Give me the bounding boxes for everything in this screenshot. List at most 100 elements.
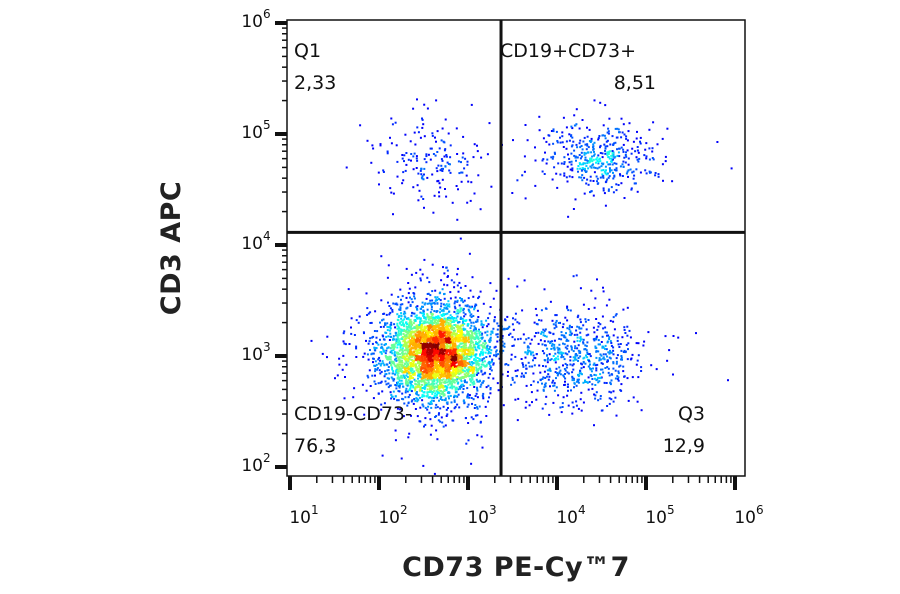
event-dot	[611, 152, 614, 155]
event-dot	[617, 379, 620, 382]
event-dot	[475, 371, 478, 374]
event-dot	[413, 364, 416, 367]
event-dot	[448, 303, 451, 306]
event-dot	[371, 342, 374, 345]
event-dot	[463, 322, 466, 325]
event-dot	[482, 346, 485, 349]
event-dot	[418, 396, 421, 399]
event-dot	[551, 157, 554, 160]
event-dot	[534, 357, 537, 360]
event-dot	[418, 316, 421, 319]
event-dot	[552, 332, 555, 335]
event-dot	[421, 383, 423, 386]
event-dot	[476, 360, 479, 362]
event-dot	[453, 281, 456, 284]
event-dot	[451, 358, 454, 361]
event-dot	[436, 388, 439, 391]
event-dot	[451, 340, 454, 343]
event-dot	[581, 363, 584, 366]
event-dot	[456, 273, 459, 276]
event-dot	[457, 345, 460, 348]
event-dot	[456, 299, 459, 302]
event-dot	[599, 323, 602, 326]
event-dot	[428, 315, 431, 318]
event-dot	[587, 388, 590, 391]
event-dot	[604, 326, 607, 329]
event-dot	[448, 374, 451, 376]
event-dot	[643, 154, 646, 157]
event-dot	[397, 399, 400, 402]
event-dot	[643, 340, 646, 343]
event-dot	[547, 378, 550, 381]
event-dot	[397, 390, 400, 392]
event-dot	[409, 362, 412, 365]
event-dot	[541, 382, 543, 385]
event-dot	[444, 381, 447, 384]
event-dot	[418, 324, 421, 326]
event-dot	[473, 332, 476, 335]
event-dot	[395, 371, 398, 374]
event-dot	[582, 162, 585, 165]
event-dot	[607, 156, 610, 159]
event-dot	[590, 166, 593, 169]
event-dot	[437, 391, 440, 394]
event-dot	[426, 375, 429, 378]
event-dot	[394, 373, 396, 376]
event-dot	[576, 333, 579, 336]
event-dot	[473, 375, 476, 377]
event-dot	[350, 326, 352, 329]
event-dot	[608, 390, 611, 393]
event-dot	[615, 189, 618, 192]
event-dot	[382, 362, 385, 365]
event-dot	[460, 360, 463, 363]
event-dot	[443, 399, 446, 402]
event-dot	[475, 332, 478, 335]
event-dot	[401, 347, 404, 350]
event-dot	[393, 347, 396, 350]
event-dot	[498, 357, 501, 360]
event-dot	[447, 340, 450, 342]
event-dot	[477, 316, 480, 318]
event-dot	[366, 374, 369, 377]
event-dot	[407, 336, 410, 339]
event-dot	[582, 366, 585, 369]
event-dot	[487, 361, 490, 364]
event-dot	[419, 329, 422, 332]
event-dot	[640, 366, 643, 369]
event-dot	[457, 368, 460, 371]
event-dot	[492, 297, 495, 300]
event-dot	[574, 347, 576, 350]
event-dot	[648, 147, 651, 150]
event-dot	[607, 371, 610, 374]
event-dot	[399, 332, 402, 335]
event-dot	[424, 363, 426, 366]
event-dot	[428, 383, 431, 386]
event-dot	[423, 321, 426, 324]
event-dot	[467, 373, 469, 376]
event-dot	[394, 429, 397, 432]
event-dot	[452, 326, 455, 329]
event-dot	[402, 353, 405, 355]
event-dot	[438, 359, 441, 362]
event-dot	[414, 347, 417, 350]
event-dot	[543, 329, 546, 332]
event-dot	[441, 288, 444, 291]
event-dot	[627, 157, 630, 160]
event-dot	[377, 362, 380, 365]
event-dot	[657, 175, 660, 178]
event-dot	[560, 356, 563, 359]
event-dot	[625, 343, 628, 346]
event-dot	[435, 329, 438, 332]
event-dot	[430, 377, 433, 380]
event-dot	[533, 364, 536, 367]
event-dot	[385, 349, 388, 352]
event-dot	[476, 406, 478, 409]
event-dot	[403, 310, 406, 313]
event-dot	[602, 290, 605, 293]
event-dot	[408, 389, 411, 392]
event-dot	[601, 368, 604, 371]
event-dot	[480, 370, 483, 373]
event-dot	[595, 318, 598, 320]
event-dot	[424, 374, 427, 377]
event-dot	[417, 335, 420, 338]
